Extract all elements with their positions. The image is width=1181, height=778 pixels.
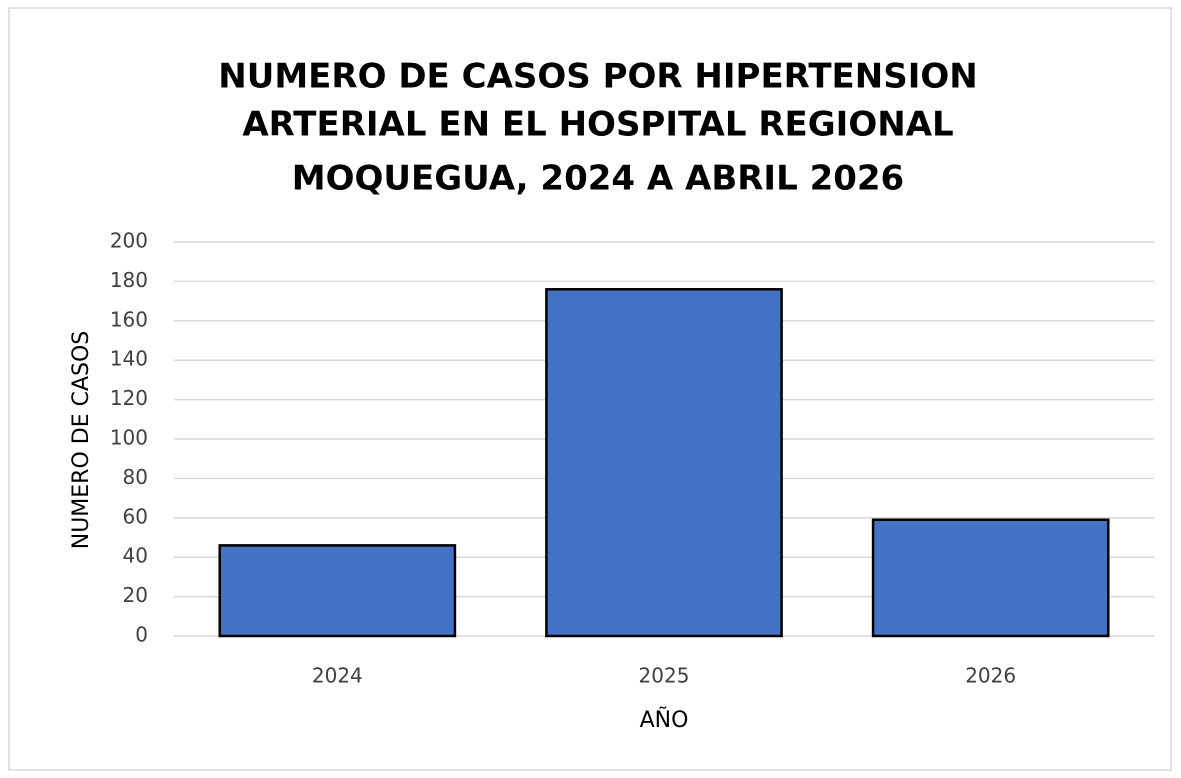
y-tick-label: 180 (110, 268, 148, 292)
y-tick-label: 100 (110, 426, 148, 450)
chart-title: ARTERIAL EN EL HOSPITAL REGIONAL (242, 105, 953, 145)
y-tick-label: 80 (123, 465, 148, 489)
x-axis-title: AÑO (640, 706, 689, 733)
y-tick-label: 140 (110, 347, 148, 371)
x-tick-label: 2025 (639, 664, 690, 688)
x-tick-label: 2024 (312, 664, 363, 688)
chart-title: MOQUEGUA, 2024 A ABRIL 2026 (292, 159, 904, 199)
y-tick-label: 120 (110, 386, 148, 410)
y-tick-label: 20 (123, 583, 148, 607)
x-tick-label: 2026 (965, 664, 1016, 688)
y-tick-label: 40 (123, 544, 148, 568)
y-tick-label: 200 (110, 229, 148, 253)
y-tick-label: 160 (110, 307, 148, 331)
y-tick-label: 60 (123, 504, 148, 528)
y-tick-label: 0 (135, 623, 148, 647)
y-axis-title: NUMERO DE CASOS (69, 331, 94, 550)
bar (218, 544, 457, 638)
bar (871, 518, 1110, 638)
chart-title: NUMERO DE CASOS POR HIPERTENSION (218, 57, 977, 97)
bar (545, 288, 783, 638)
